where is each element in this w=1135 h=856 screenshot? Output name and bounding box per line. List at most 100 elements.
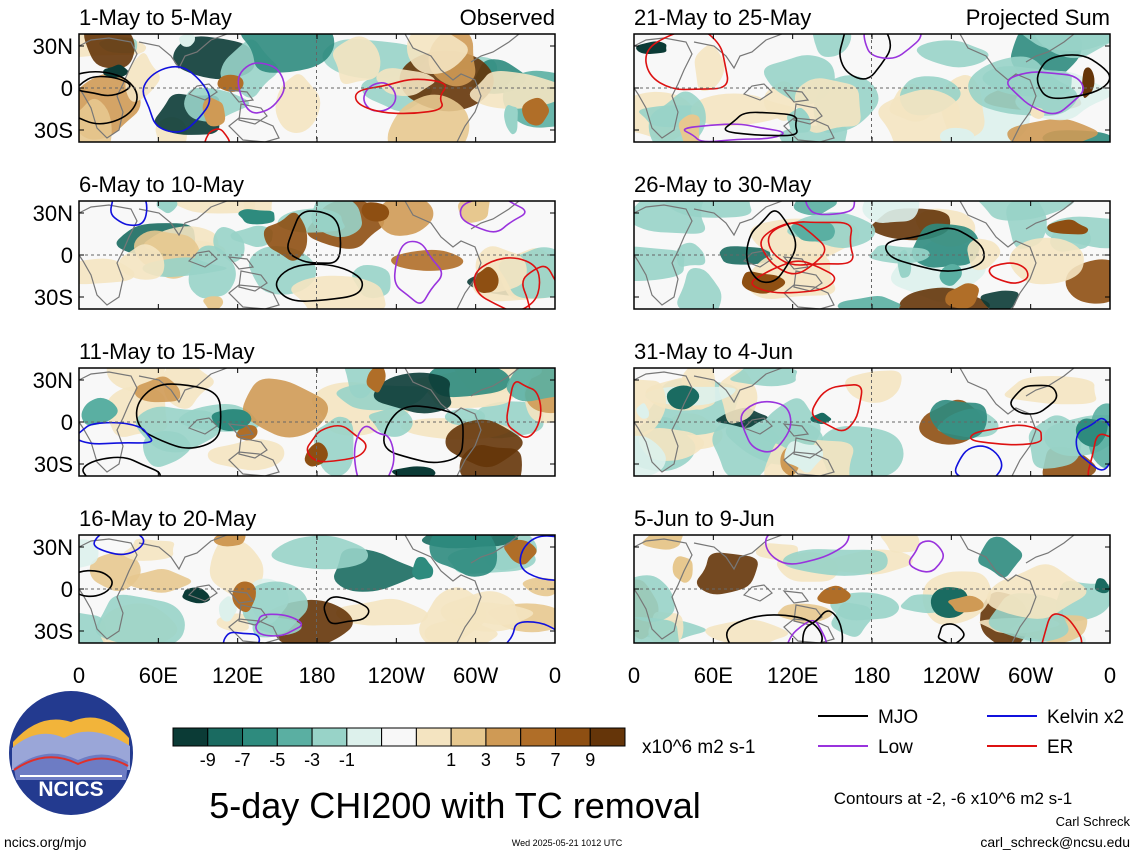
- colorbar-swatch: [172, 727, 209, 747]
- anomaly-shading: [368, 406, 413, 437]
- anomaly-core: [179, 34, 195, 47]
- colorbar: -9 -7 -5 -3 -1 1 3 5 7 9: [172, 727, 626, 770]
- anomaly-shading: [125, 53, 160, 102]
- colorbar-swatch: [450, 727, 487, 747]
- anomaly-shading: [406, 34, 468, 75]
- contour-line: [459, 201, 526, 233]
- anomaly-shading: [862, 201, 920, 223]
- anomaly-shading: [332, 36, 381, 85]
- coastline: [1025, 34, 1075, 63]
- lon-tick-label: 0: [628, 663, 640, 688]
- map-panel: 31-May to 4-Jun: [633, 339, 1111, 477]
- panel-period-label: 5-Jun to 9-Jun: [634, 506, 775, 531]
- contour-line: [751, 260, 836, 294]
- anomaly-core: [412, 556, 434, 580]
- legend-item: Low: [818, 737, 913, 758]
- anomaly-shading: [79, 98, 112, 142]
- anomaly-shading: [387, 94, 470, 142]
- lat-tick-label: 30S: [34, 619, 73, 644]
- panel-field: [79, 535, 555, 643]
- colorbar-swatch: [276, 727, 313, 747]
- anomaly-shading: [142, 430, 191, 468]
- colorbar-swatch: [242, 727, 278, 747]
- chart-title: 5-day CHI200 with TC removal: [209, 785, 701, 826]
- map-panel: 26-May to 30-May: [633, 172, 1111, 310]
- contour-line: [724, 111, 798, 137]
- lon-tick-label: 60W: [1008, 663, 1053, 688]
- colorbar-tick-label: -7: [235, 750, 251, 770]
- legend-label: ER: [1047, 737, 1073, 758]
- author-email: carl_schreck@ncsu.edu: [980, 834, 1130, 850]
- anomaly-shading: [634, 246, 685, 282]
- coastline: [783, 451, 835, 476]
- anomaly-shading: [445, 419, 523, 468]
- coastline: [783, 618, 835, 643]
- coastline: [404, 368, 482, 476]
- lon-tick-label: 0: [73, 663, 85, 688]
- contour-line: [275, 263, 364, 302]
- anomaly-shading: [424, 618, 498, 643]
- colorbar-tick-label: 5: [516, 750, 526, 770]
- anomaly-shading: [730, 368, 798, 387]
- coastline: [470, 368, 520, 397]
- panel-period-label: 16-May to 20-May: [79, 506, 256, 531]
- coastline: [959, 201, 1037, 309]
- anomaly-shading: [376, 68, 435, 97]
- contour-line: [323, 596, 370, 625]
- coastline: [634, 371, 693, 473]
- contour-line: [519, 535, 555, 581]
- panel-field: [634, 201, 1110, 309]
- anomaly-core: [218, 596, 237, 622]
- colorbar-tick-label: -5: [269, 750, 285, 770]
- colorbar-swatch: [520, 727, 556, 747]
- legend-item: ER: [987, 737, 1073, 758]
- contour-line: [969, 424, 1043, 446]
- colorbar-tick-label: 7: [550, 750, 560, 770]
- contour-line: [863, 34, 922, 60]
- lat-tick-label: 30N: [33, 535, 73, 560]
- contour-line: [204, 128, 231, 142]
- anomaly-shading: [812, 34, 852, 57]
- anomaly-shading: [793, 201, 837, 216]
- coastline: [1025, 201, 1075, 230]
- panel-field: [79, 368, 555, 476]
- panel-period-label: 21-May to 25-May: [634, 5, 811, 30]
- anomaly-core: [1082, 67, 1095, 98]
- footer-timestamp: Wed 2025-05-21 1012 UTC: [512, 838, 623, 848]
- colorbar-tick-label: -1: [339, 750, 355, 770]
- anomaly-shading: [373, 372, 452, 414]
- contour-line: [1010, 384, 1058, 415]
- anomaly-shading: [464, 602, 534, 625]
- coastline: [959, 368, 1037, 476]
- map-panel: 1-May to 5-May Observed 30N 0 30S: [33, 5, 556, 143]
- legend-label: Low: [878, 737, 913, 758]
- colorbar-tick-label: -9: [200, 750, 216, 770]
- longitude-axis: 0 60E 120E 180 120W 60W 0 0 60E 120E 180 120W 60W 0: [73, 663, 1116, 688]
- panel-period-label: 26-May to 30-May: [634, 172, 811, 197]
- ncics-logo: NCICS: [9, 691, 133, 815]
- anomaly-core: [945, 283, 979, 309]
- lon-tick-label: 0: [549, 663, 561, 688]
- contour-line: [79, 75, 131, 97]
- contour-line: [110, 201, 148, 227]
- column-label: Projected Sum: [966, 5, 1110, 30]
- anomaly-core: [504, 539, 537, 565]
- anomaly-core: [642, 535, 683, 550]
- anomaly-core: [636, 403, 650, 419]
- anomaly-shading: [880, 535, 920, 553]
- anomaly-core: [236, 424, 258, 441]
- anomaly-core: [939, 264, 962, 286]
- contour-line: [93, 535, 145, 556]
- anomaly-shading: [522, 577, 555, 597]
- anomaly-core: [366, 368, 386, 393]
- lat-tick-label: 0: [61, 243, 73, 268]
- coastline: [227, 89, 268, 125]
- anomaly-shading: [978, 201, 1075, 221]
- anomaly-shading: [696, 552, 758, 595]
- legend-label: Kelvin x2: [1047, 707, 1124, 728]
- coastline: [470, 34, 520, 63]
- contour-line: [740, 400, 792, 453]
